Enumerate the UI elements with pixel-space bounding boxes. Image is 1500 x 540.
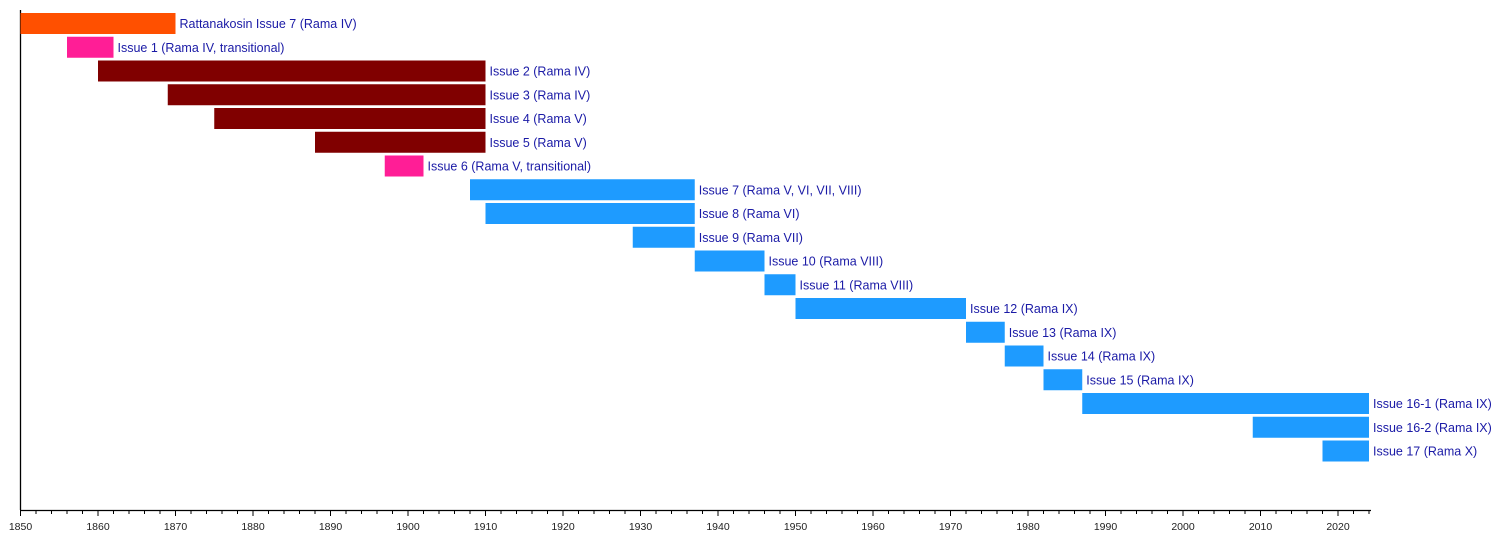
timeline-bar-group: Issue 16-1 (Rama IX): [1082, 393, 1492, 414]
bar-label: Issue 5 (Rama V): [490, 136, 587, 150]
x-tick-label: 1860: [86, 521, 110, 533]
timeline-bar-group: Issue 11 (Rama VIII): [764, 274, 914, 296]
timeline-bar: [384, 155, 424, 177]
timeline-bar: [98, 60, 486, 82]
timeline-bar: [485, 203, 695, 224]
timeline-bar-group: Issue 5 (Rama V): [315, 131, 587, 153]
x-tick-label: 1970: [939, 521, 963, 533]
timeline-bar: [20, 13, 176, 34]
bar-label: Issue 6 (Rama V, transitional): [428, 160, 592, 174]
timeline-bar-group: Issue 6 (Rama V, transitional): [384, 155, 592, 177]
timeline-bar-group: Issue 16-2 (Rama IX): [1252, 416, 1492, 438]
x-tick-label: 1910: [474, 521, 498, 533]
timeline-bar: [1004, 345, 1044, 367]
timeline-bar-group: Issue 7 (Rama V, VI, VII, VIII): [470, 179, 862, 201]
x-tick-label: 1980: [1016, 521, 1040, 533]
timeline-bar-group: Issue 17 (Rama X): [1322, 440, 1477, 462]
bar-label: Issue 3 (Rama IV): [490, 88, 591, 102]
x-tick-label: 1870: [164, 521, 188, 533]
bar-label: Issue 7 (Rama V, VI, VII, VIII): [699, 183, 862, 197]
x-axis-ticks: 1850 1860 1870 1880 1890 1900 1910 1920 1930 1940…: [9, 510, 1370, 533]
bar-label: Issue 16-2 (Rama IX): [1373, 421, 1492, 435]
bar-label: Issue 9 (Rama VII): [699, 231, 803, 245]
bars: Rattanakosin Issue 7 (Rama IV) Issue 1 (R…: [20, 13, 1492, 462]
x-tick-label: 1850: [9, 521, 33, 533]
bar-label: Issue 2 (Rama IV): [490, 65, 591, 79]
bar-label: Issue 15 (Rama IX): [1086, 373, 1194, 387]
x-tick-label: 1920: [551, 521, 575, 533]
timeline-bar-group: Issue 1 (Rama IV, transitional): [67, 36, 285, 58]
bar-label: Issue 16-1 (Rama IX): [1373, 397, 1492, 411]
bar-label: Issue 14 (Rama IX): [1048, 350, 1156, 364]
x-tick-label: 1950: [784, 521, 808, 533]
x-tick-label: 2020: [1326, 521, 1350, 533]
bar-label: Issue 1 (Rama IV, transitional): [118, 41, 285, 55]
x-tick-label: 1900: [396, 521, 420, 533]
bar-label: Issue 13 (Rama IX): [1009, 326, 1117, 340]
timeline-bar: [1082, 393, 1369, 414]
bar-label: Issue 11 (Rama VIII): [800, 278, 914, 292]
timeline-bar: [694, 250, 765, 272]
x-tick-label: 1880: [241, 521, 265, 533]
timeline-bar-group: Issue 13 (Rama IX): [966, 321, 1117, 343]
timeline-bar: [470, 179, 695, 201]
timeline-bar-group: Issue 3 (Rama IV): [167, 84, 591, 106]
timeline-bar-group: Rattanakosin Issue 7 (Rama IV): [20, 13, 357, 34]
bar-label: Issue 10 (Rama VIII): [769, 255, 884, 269]
bar-label: Issue 12 (Rama IX): [970, 302, 1078, 316]
bar-label: Issue 17 (Rama X): [1373, 445, 1477, 459]
timeline-bar-group: Issue 9 (Rama VII): [632, 226, 803, 248]
x-tick-label: 1960: [861, 521, 885, 533]
timeline-bar: [214, 108, 486, 129]
timeline-bar-group: Issue 4 (Rama V): [214, 108, 587, 129]
timeline-bar: [764, 274, 796, 296]
timeline-bar: [67, 36, 114, 58]
timeline-bar-group: Issue 2 (Rama IV): [98, 60, 591, 82]
x-tick-label: 2010: [1249, 521, 1273, 533]
timeline-bar: [167, 84, 486, 106]
x-tick-label: 1890: [319, 521, 343, 533]
bar-label: Issue 4 (Rama V): [490, 112, 587, 126]
timeline-bar-group: Issue 8 (Rama VI): [485, 203, 800, 224]
timeline-bar: [1043, 369, 1083, 391]
timeline-bar-group: Issue 12 (Rama IX): [795, 298, 1078, 319]
bar-label: Issue 8 (Rama VI): [699, 207, 800, 221]
timeline-bar-group: Issue 10 (Rama VIII): [694, 250, 884, 272]
x-tick-label: 2000: [1171, 521, 1195, 533]
timeline-bar: [1322, 440, 1369, 462]
timeline-bar: [632, 226, 695, 248]
timeline-bar: [315, 131, 486, 153]
x-tick-label: 1930: [629, 521, 653, 533]
timeline-bar-group: Issue 15 (Rama IX): [1043, 369, 1194, 391]
timeline-bar: [795, 298, 966, 319]
x-tick-label: 1990: [1094, 521, 1118, 533]
bar-label: Rattanakosin Issue 7 (Rama IV): [180, 17, 357, 31]
timeline-bar: [1252, 416, 1369, 438]
x-tick-label: 1940: [706, 521, 730, 533]
timeline-bar-group: Issue 14 (Rama IX): [1004, 345, 1156, 367]
timeline-bar: [966, 321, 1005, 343]
